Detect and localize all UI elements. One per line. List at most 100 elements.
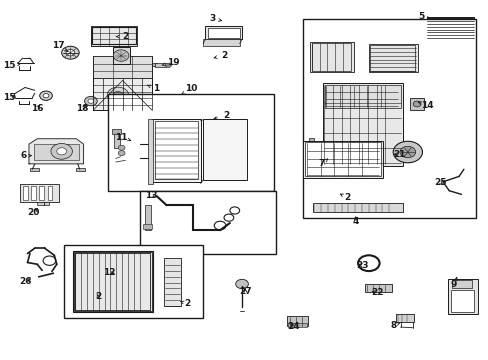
Text: 23: 23 xyxy=(356,261,368,270)
Bar xyxy=(152,119,200,182)
Bar xyxy=(305,142,380,176)
Bar xyxy=(368,44,417,72)
Text: 6: 6 xyxy=(21,151,31,160)
Bar xyxy=(395,315,413,322)
Circle shape xyxy=(40,91,52,100)
Text: 22: 22 xyxy=(370,288,383,297)
Text: 20: 20 xyxy=(28,208,40,217)
Bar xyxy=(75,253,150,310)
Bar xyxy=(311,43,350,71)
Circle shape xyxy=(113,50,129,61)
Bar xyxy=(22,186,27,201)
Bar xyxy=(108,94,273,191)
Bar xyxy=(450,291,473,312)
Bar xyxy=(207,28,239,38)
Bar xyxy=(93,56,152,110)
Circle shape xyxy=(412,101,420,107)
Text: 9: 9 xyxy=(450,277,456,289)
Bar xyxy=(93,56,152,78)
Bar xyxy=(312,203,402,212)
Bar xyxy=(365,284,391,292)
Bar xyxy=(203,40,239,45)
Bar xyxy=(37,202,49,205)
Bar xyxy=(74,252,152,311)
Text: 16: 16 xyxy=(31,104,43,113)
Bar xyxy=(205,26,242,40)
Bar xyxy=(369,45,414,71)
Text: 15: 15 xyxy=(3,62,20,71)
Bar xyxy=(20,184,59,202)
Bar xyxy=(114,134,120,148)
Text: 11: 11 xyxy=(115,133,130,142)
Text: 21: 21 xyxy=(392,150,405,159)
Bar xyxy=(310,42,353,72)
Text: 2: 2 xyxy=(214,51,227,60)
Text: 15: 15 xyxy=(3,93,16,102)
Text: 18: 18 xyxy=(76,104,89,113)
Text: 12: 12 xyxy=(102,268,115,277)
Circle shape xyxy=(165,63,171,67)
Bar xyxy=(91,26,137,45)
Text: 2: 2 xyxy=(95,292,101,301)
Text: 8: 8 xyxy=(389,321,399,330)
Text: 19: 19 xyxy=(162,58,180,67)
Text: 27: 27 xyxy=(239,287,251,296)
Bar xyxy=(309,138,313,148)
Bar xyxy=(322,83,402,166)
Circle shape xyxy=(399,146,415,158)
Bar xyxy=(30,168,39,171)
Bar xyxy=(39,186,44,201)
Bar xyxy=(31,186,36,201)
Text: 26: 26 xyxy=(19,276,31,285)
Bar xyxy=(92,27,136,44)
Bar xyxy=(152,63,157,66)
Text: 2: 2 xyxy=(181,299,190,308)
Bar xyxy=(140,191,276,253)
Bar xyxy=(155,63,165,67)
Bar xyxy=(113,47,130,64)
Bar xyxy=(203,119,246,180)
Bar xyxy=(409,98,423,110)
Bar xyxy=(143,224,152,229)
Circle shape xyxy=(57,148,66,155)
Bar xyxy=(325,85,400,108)
Text: 24: 24 xyxy=(286,322,299,331)
Text: 25: 25 xyxy=(433,178,446,187)
Circle shape xyxy=(43,94,49,98)
Text: 4: 4 xyxy=(352,217,358,226)
Bar xyxy=(47,186,52,201)
Text: 3: 3 xyxy=(209,14,221,23)
Circle shape xyxy=(392,141,422,163)
Circle shape xyxy=(235,279,248,289)
Bar xyxy=(427,18,472,38)
Text: 5: 5 xyxy=(417,12,429,21)
Text: 2: 2 xyxy=(214,111,228,120)
Bar xyxy=(144,205,151,230)
Bar xyxy=(73,251,153,312)
Circle shape xyxy=(66,49,75,56)
Text: 10: 10 xyxy=(182,84,197,94)
Circle shape xyxy=(107,87,128,103)
Polygon shape xyxy=(29,139,83,164)
Circle shape xyxy=(118,150,125,156)
Bar xyxy=(64,244,203,318)
Circle shape xyxy=(118,145,125,150)
Text: 13: 13 xyxy=(144,190,157,199)
Bar xyxy=(148,119,153,184)
Bar xyxy=(112,129,121,134)
Circle shape xyxy=(307,145,315,151)
Circle shape xyxy=(88,99,94,103)
Circle shape xyxy=(84,96,97,106)
Bar xyxy=(163,258,181,306)
Text: 2: 2 xyxy=(340,193,350,202)
Bar xyxy=(303,140,383,178)
Bar xyxy=(34,144,79,160)
Bar xyxy=(427,17,473,39)
Bar xyxy=(287,316,307,326)
Circle shape xyxy=(51,143,72,159)
Text: 17: 17 xyxy=(52,41,67,51)
Bar xyxy=(451,280,471,288)
Text: 1: 1 xyxy=(147,84,159,93)
Bar xyxy=(288,323,306,327)
Bar xyxy=(76,168,85,171)
